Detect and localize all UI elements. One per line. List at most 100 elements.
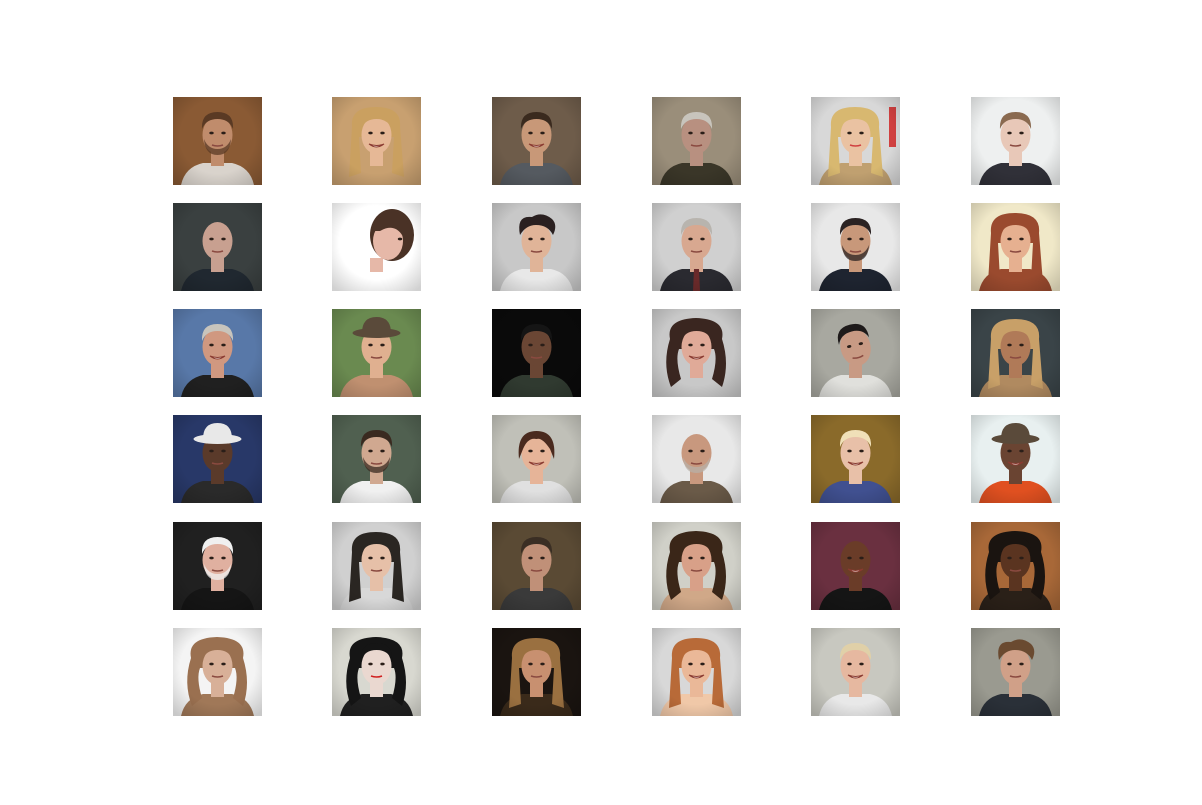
face-thumbnail xyxy=(971,415,1060,503)
face-thumbnail xyxy=(492,628,581,716)
face-image xyxy=(811,309,900,397)
face-thumbnail xyxy=(173,415,262,503)
face-thumbnail xyxy=(173,203,262,291)
photo-vignette xyxy=(173,415,262,503)
face-image xyxy=(652,309,741,397)
face-image xyxy=(652,522,741,610)
face-thumbnail xyxy=(652,522,741,610)
photo-vignette xyxy=(652,415,741,503)
face-thumbnail xyxy=(652,415,741,503)
face-image xyxy=(173,628,262,716)
face-thumbnail xyxy=(332,309,421,397)
face-thumbnail xyxy=(173,97,262,185)
photo-vignette xyxy=(173,522,262,610)
photo-vignette xyxy=(811,522,900,610)
face-image xyxy=(971,522,1060,610)
photo-vignette xyxy=(811,309,900,397)
face-thumbnail xyxy=(492,415,581,503)
face-image xyxy=(811,415,900,503)
face-image xyxy=(652,97,741,185)
face-thumbnail xyxy=(652,97,741,185)
photo-vignette xyxy=(173,97,262,185)
photo-vignette xyxy=(652,97,741,185)
face-thumbnail xyxy=(971,522,1060,610)
face-thumbnail xyxy=(811,415,900,503)
photo-vignette xyxy=(332,628,421,716)
photo-vignette xyxy=(332,522,421,610)
face-image xyxy=(971,309,1060,397)
face-thumbnail xyxy=(332,97,421,185)
photo-vignette xyxy=(173,628,262,716)
photo-vignette xyxy=(332,415,421,503)
face-thumbnail xyxy=(652,628,741,716)
photo-vignette xyxy=(811,97,900,185)
photo-vignette xyxy=(173,203,262,291)
face-image xyxy=(332,628,421,716)
face-image xyxy=(173,415,262,503)
face-thumbnail xyxy=(811,203,900,291)
face-image xyxy=(332,522,421,610)
face-image xyxy=(173,203,262,291)
face-thumbnail xyxy=(811,522,900,610)
face-thumbnail xyxy=(971,628,1060,716)
photo-vignette xyxy=(811,628,900,716)
face-image xyxy=(652,203,741,291)
face-image xyxy=(173,97,262,185)
photo-vignette xyxy=(492,628,581,716)
photo-vignette xyxy=(971,97,1060,185)
photo-vignette xyxy=(652,628,741,716)
face-thumbnail xyxy=(332,415,421,503)
face-image xyxy=(492,203,581,291)
face-image xyxy=(652,415,741,503)
photo-vignette xyxy=(332,203,421,291)
face-image xyxy=(811,97,900,185)
photo-vignette xyxy=(492,522,581,610)
face-thumbnail xyxy=(811,628,900,716)
photo-vignette xyxy=(492,415,581,503)
photo-vignette xyxy=(971,415,1060,503)
face-image xyxy=(492,628,581,716)
photo-vignette xyxy=(652,522,741,610)
photo-vignette xyxy=(971,628,1060,716)
face-thumbnail xyxy=(971,203,1060,291)
face-image xyxy=(971,203,1060,291)
face-image xyxy=(332,415,421,503)
photo-vignette xyxy=(971,203,1060,291)
photo-vignette xyxy=(492,309,581,397)
photo-vignette xyxy=(652,203,741,291)
photo-vignette xyxy=(332,309,421,397)
photo-vignette xyxy=(652,309,741,397)
photo-vignette xyxy=(811,203,900,291)
face-thumbnail xyxy=(332,203,421,291)
face-image xyxy=(492,415,581,503)
face-thumbnail xyxy=(652,203,741,291)
face-thumbnail xyxy=(173,309,262,397)
face-thumbnail xyxy=(811,309,900,397)
face-image xyxy=(971,628,1060,716)
face-thumbnail xyxy=(332,522,421,610)
face-thumbnail xyxy=(492,97,581,185)
face-thumbnail xyxy=(492,309,581,397)
face-image xyxy=(492,522,581,610)
photo-vignette xyxy=(332,97,421,185)
face-image xyxy=(173,522,262,610)
face-image xyxy=(173,309,262,397)
face-thumbnail xyxy=(971,309,1060,397)
face-image xyxy=(811,522,900,610)
face-image xyxy=(971,97,1060,185)
face-thumbnail xyxy=(332,628,421,716)
face-thumbnail xyxy=(652,309,741,397)
photo-vignette xyxy=(492,97,581,185)
face-thumbnail xyxy=(492,203,581,291)
face-image xyxy=(811,203,900,291)
face-thumbnail xyxy=(173,522,262,610)
face-thumbnail xyxy=(971,97,1060,185)
face-image xyxy=(332,97,421,185)
face-thumbnail xyxy=(811,97,900,185)
photo-vignette xyxy=(971,309,1060,397)
photo-vignette xyxy=(173,309,262,397)
face-image xyxy=(492,309,581,397)
face-thumbnail xyxy=(173,628,262,716)
photo-vignette xyxy=(811,415,900,503)
